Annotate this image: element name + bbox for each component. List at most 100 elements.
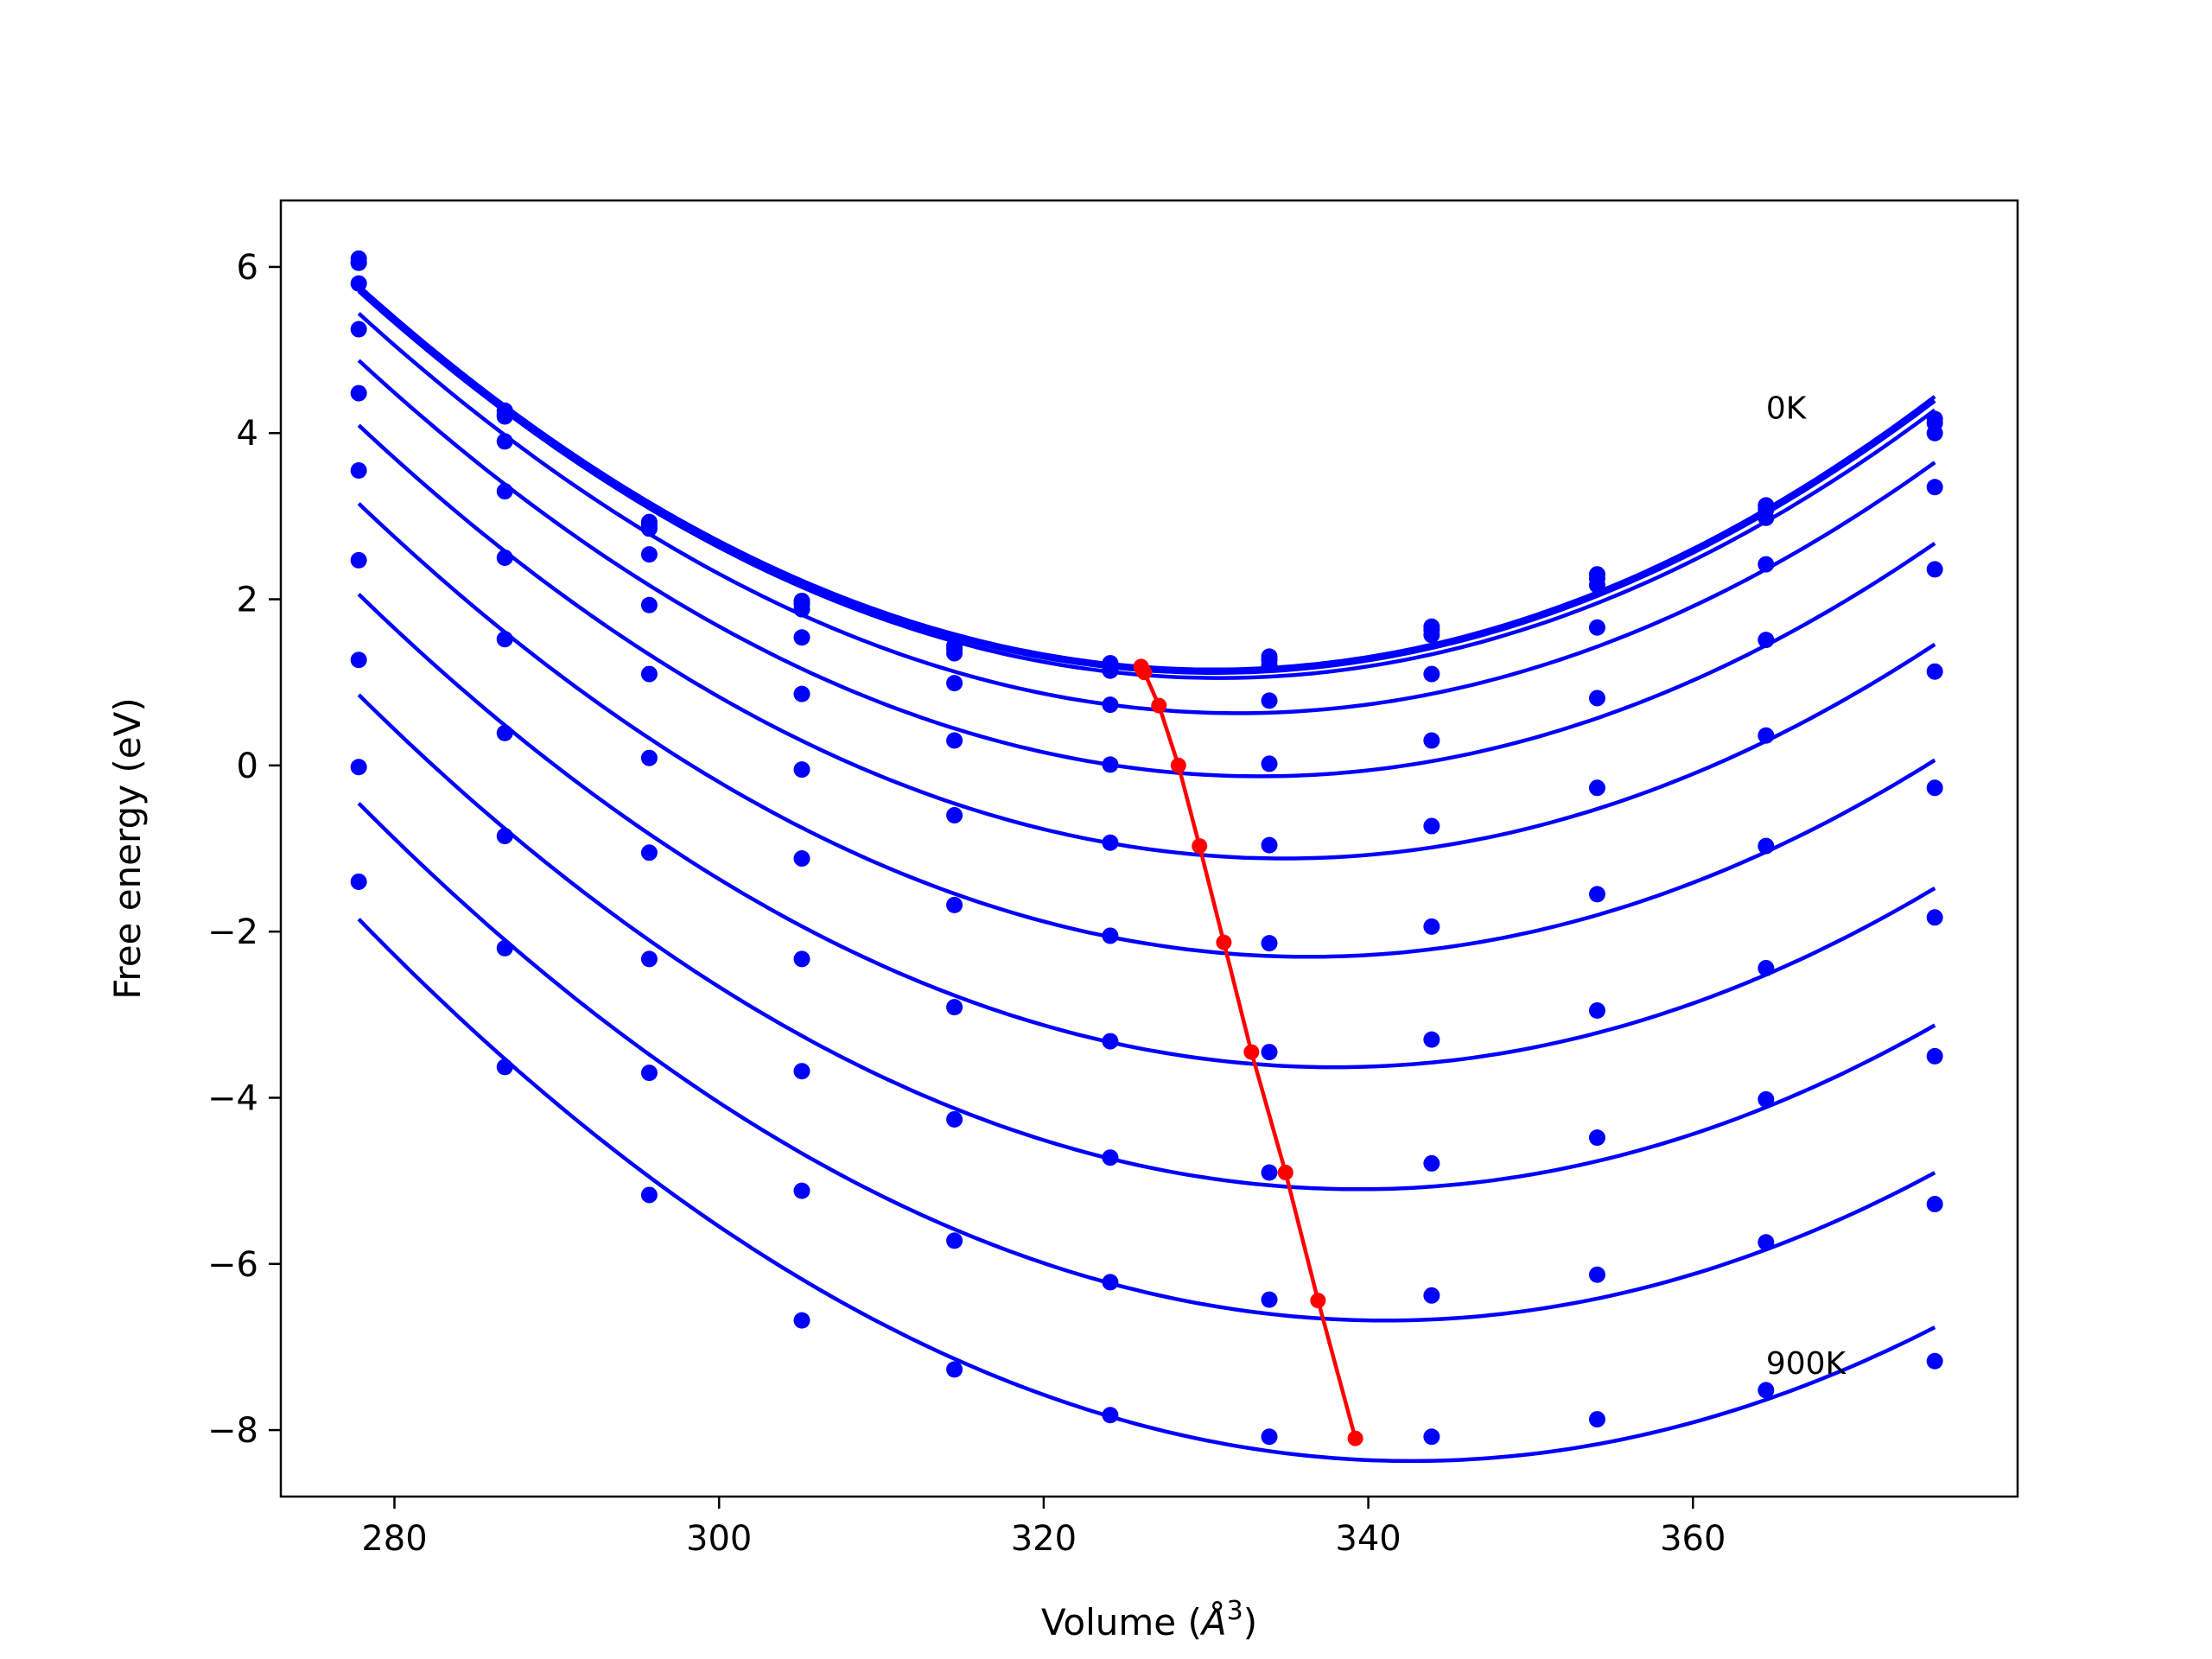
data-point xyxy=(946,1232,963,1249)
data-point xyxy=(1758,556,1775,573)
x-tick-label: 280 xyxy=(361,1519,427,1559)
data-point xyxy=(350,462,367,479)
data-point xyxy=(350,275,367,292)
data-point xyxy=(1926,1047,1943,1065)
minimum-point xyxy=(1310,1293,1326,1309)
minimum-point xyxy=(1170,757,1186,773)
data-point xyxy=(1926,779,1943,797)
data-point xyxy=(1102,1149,1119,1166)
data-point xyxy=(1758,959,1775,976)
data-point xyxy=(1758,632,1775,649)
data-point xyxy=(1261,935,1278,952)
x-tick-label: 340 xyxy=(1335,1519,1401,1559)
fit-curve-5 xyxy=(357,423,1936,861)
data-point xyxy=(1758,509,1775,526)
data-point xyxy=(640,950,658,968)
data-point xyxy=(1588,779,1605,797)
x-label-unit: Å xyxy=(1199,1600,1227,1643)
data-points xyxy=(350,250,1943,1446)
x-label-superscript: 3 xyxy=(1227,1596,1243,1626)
data-point xyxy=(793,601,810,618)
x-axis-ticks: 280 300 320 340 360 xyxy=(361,1497,1726,1559)
data-point xyxy=(1588,576,1605,594)
data-point xyxy=(793,1063,810,1080)
data-point xyxy=(1261,1291,1278,1308)
data-point xyxy=(1588,690,1605,707)
y-axis-label: Free energy (eV) xyxy=(106,697,149,1000)
x-tick-label: 300 xyxy=(686,1519,752,1559)
fit-curve-10 xyxy=(357,918,1936,1464)
data-point xyxy=(1423,918,1440,935)
data-point xyxy=(1423,1428,1440,1446)
data-point xyxy=(496,828,513,845)
data-point xyxy=(496,631,513,648)
data-point xyxy=(1423,626,1440,644)
data-point xyxy=(946,1110,963,1128)
data-point xyxy=(1926,479,1943,496)
plot-frame xyxy=(279,199,2019,1498)
data-point xyxy=(640,546,658,563)
minimum-point xyxy=(1347,1430,1363,1446)
fit-curve-3 xyxy=(357,312,1936,715)
data-point xyxy=(1588,1002,1605,1019)
data-point xyxy=(1102,834,1119,851)
data-point xyxy=(640,844,658,861)
data-point xyxy=(350,873,367,890)
data-point xyxy=(1926,663,1943,680)
data-point xyxy=(793,850,810,868)
data-point xyxy=(1588,1266,1605,1283)
data-point xyxy=(1758,1090,1775,1108)
x-tick-label: 320 xyxy=(1011,1519,1077,1559)
data-point xyxy=(1926,424,1943,442)
data-point xyxy=(1261,1044,1278,1061)
data-point xyxy=(1926,1352,1943,1370)
y-axis-ticks: 6 4 2 0 −2 −4 −6 −8 xyxy=(207,248,281,1451)
data-point xyxy=(1423,732,1440,749)
data-point xyxy=(1102,927,1119,944)
data-point xyxy=(640,1065,658,1082)
data-point xyxy=(1588,886,1605,903)
data-point xyxy=(946,732,963,749)
data-point xyxy=(1261,755,1278,772)
y-tick-label: −2 xyxy=(207,912,258,952)
annotation-label: 900K xyxy=(1766,1346,1847,1382)
minimum-point xyxy=(1277,1165,1294,1180)
data-point xyxy=(1758,837,1775,855)
data-point xyxy=(1261,1428,1278,1446)
data-point xyxy=(640,596,658,613)
minimum-point xyxy=(1243,1044,1260,1060)
data-point xyxy=(1102,1033,1119,1050)
data-point xyxy=(1261,692,1278,709)
data-point xyxy=(496,483,513,500)
fit-curve-9 xyxy=(357,802,1936,1323)
data-point xyxy=(1758,727,1775,744)
data-point xyxy=(793,761,810,779)
data-point xyxy=(1423,1287,1440,1304)
fit-curve-8 xyxy=(357,693,1936,1192)
data-point xyxy=(1588,619,1605,636)
data-point xyxy=(1588,1411,1605,1428)
y-tick-label: −8 xyxy=(207,1411,258,1451)
data-point xyxy=(496,408,513,425)
data-point xyxy=(640,665,658,683)
fit-curve-4 xyxy=(357,359,1936,779)
x-tick-label: 360 xyxy=(1660,1519,1726,1559)
data-point xyxy=(1588,1129,1605,1147)
data-point xyxy=(1423,1154,1440,1172)
data-point xyxy=(793,1312,810,1329)
data-point xyxy=(793,950,810,968)
data-point xyxy=(640,1186,658,1204)
y-tick-label: −4 xyxy=(207,1078,258,1118)
data-point xyxy=(496,724,513,741)
y-tick-label: 2 xyxy=(237,581,258,620)
data-point xyxy=(1423,665,1440,683)
minimum-point xyxy=(1216,934,1232,950)
data-point xyxy=(1261,1164,1278,1181)
data-point xyxy=(350,551,367,569)
data-point xyxy=(1926,561,1943,578)
data-point xyxy=(1261,657,1278,673)
y-tick-label: 6 xyxy=(237,248,258,288)
data-point xyxy=(1102,662,1119,679)
